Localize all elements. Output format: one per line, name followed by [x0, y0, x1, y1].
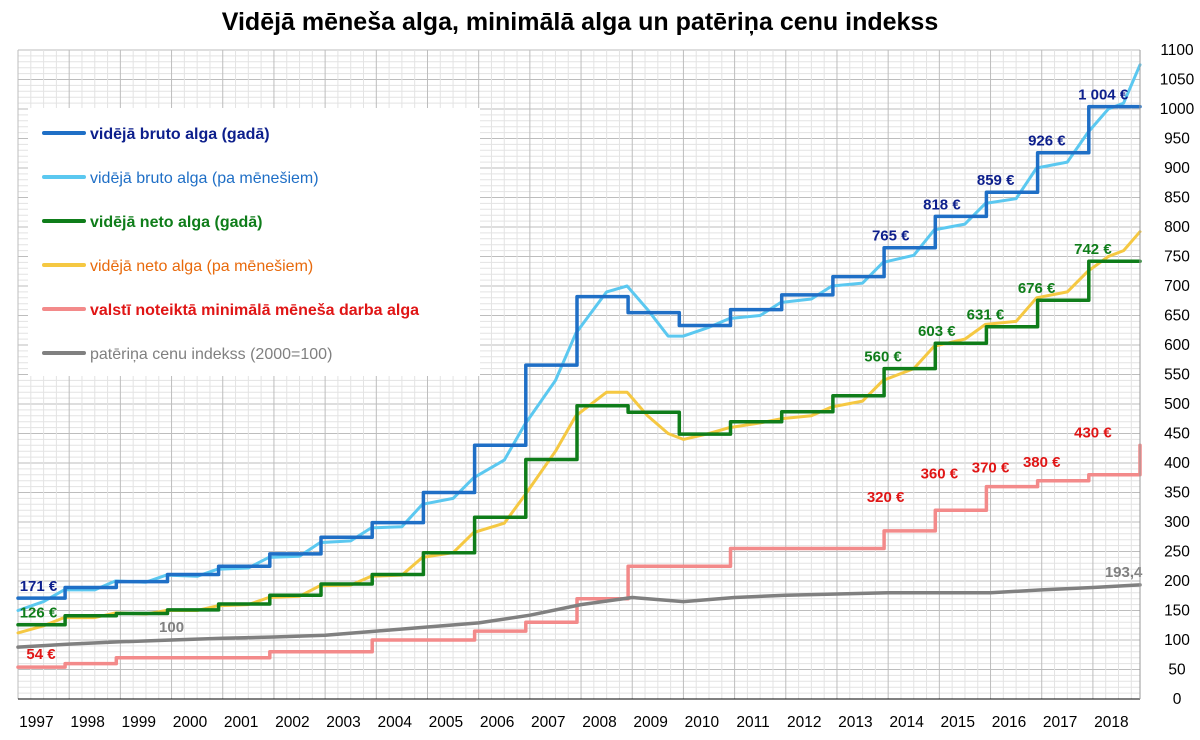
- x-tick-label: 2012: [787, 714, 821, 731]
- x-tick-label: 2002: [275, 714, 309, 731]
- y-tick-label: 950: [1164, 131, 1190, 148]
- x-tick-label: 2010: [685, 714, 720, 731]
- y-tick-label: 100: [1164, 632, 1190, 649]
- annotation-label: 742 €: [1074, 241, 1112, 258]
- annotation-label: 126 €: [20, 605, 58, 622]
- series-line: [16, 230, 1142, 635]
- y-tick-label: 850: [1164, 190, 1190, 207]
- y-tick-label: 450: [1164, 426, 1190, 443]
- annotation-label: 171 €: [20, 578, 58, 595]
- series-layer: [16, 63, 1142, 669]
- y-tick-label: 350: [1164, 485, 1190, 502]
- series-line: [16, 259, 1142, 627]
- legend-label: vidējā bruto alga (pa mēnešiem): [90, 170, 319, 187]
- legend-label: vidējā neto alga (pa mēnešiem): [90, 258, 313, 275]
- series-line: [16, 443, 1142, 669]
- x-tick-label: 2008: [582, 714, 616, 731]
- annotations: 171 € 765 € 818 € 859 € 926 € 1 004 € 126 € 560…: [20, 87, 1143, 664]
- x-tick-label: 2004: [377, 714, 412, 731]
- x-tick-label: 2007: [531, 714, 565, 731]
- annotation-label: 430 €: [1074, 424, 1112, 441]
- y-tick-label: 1050: [1160, 72, 1195, 89]
- x-tick-label: 2001: [224, 714, 258, 731]
- x-tick-label: 2005: [429, 714, 463, 731]
- x-tick-label: 2014: [889, 714, 924, 731]
- annotation-label: 765 €: [872, 228, 910, 245]
- y-tick-label: 650: [1164, 308, 1190, 325]
- annotation-label: 100: [159, 619, 184, 636]
- y-tick-label: 900: [1164, 160, 1190, 177]
- x-tick-label: 2009: [633, 714, 667, 731]
- y-tick-label: 150: [1164, 603, 1190, 620]
- annotation-label: 370 €: [972, 460, 1010, 477]
- y-tick-label: 200: [1164, 573, 1190, 590]
- annotation-label: 320 €: [867, 489, 905, 506]
- legend-label: vidējā neto alga (gadā): [90, 214, 262, 231]
- legend-label: patēriņa cenu indekss (2000=100): [90, 346, 332, 363]
- legend: vidējā bruto alga (gadā) vidējā bruto alg…: [28, 108, 480, 376]
- y-tick-label: 1000: [1160, 101, 1195, 118]
- series-line: [16, 583, 1142, 649]
- x-tick-label: 2013: [838, 714, 872, 731]
- y-tick-label: 1100: [1160, 42, 1194, 59]
- annotation-label: 859 €: [977, 172, 1015, 189]
- annotation-label: 560 €: [864, 349, 902, 366]
- x-tick-label: 2006: [480, 714, 514, 731]
- x-tick-label: 2017: [1043, 714, 1077, 731]
- y-tick-label: 700: [1164, 278, 1190, 295]
- x-tick-label: 1997: [19, 714, 53, 731]
- y-tick-label: 0: [1173, 691, 1182, 708]
- annotation-label: 818 €: [923, 196, 961, 213]
- x-tick-label: 2011: [736, 714, 769, 731]
- annotation-label: 926 €: [1028, 133, 1066, 150]
- y-tick-label: 300: [1164, 514, 1190, 531]
- y-tick-label: 800: [1164, 219, 1190, 236]
- x-tick-label: 2018: [1094, 714, 1128, 731]
- y-tick-label: 550: [1164, 367, 1190, 384]
- annotation-label: 54 €: [26, 646, 56, 663]
- axes: 0 50 100 150 200 250 300 350 400 450 500 550 600 650 7…: [18, 42, 1195, 731]
- legend-label: vidējā bruto alga (gadā): [90, 126, 270, 143]
- annotation-label: 193,4: [1105, 564, 1143, 581]
- series-line: [16, 104, 1142, 600]
- annotation-label: 360 €: [921, 466, 959, 483]
- y-tick-label: 750: [1164, 249, 1190, 266]
- x-tick-label: 1999: [122, 714, 156, 731]
- chart-title: Vidējā mēneša alga, minimālā alga un pat…: [222, 8, 939, 36]
- legend-label: valstī noteiktā minimālā mēneša darba al…: [90, 302, 419, 319]
- x-tick-label: 2015: [941, 714, 975, 731]
- annotation-label: 676 €: [1018, 280, 1056, 297]
- annotation-label: 603 €: [918, 323, 956, 340]
- annotation-label: 631 €: [967, 307, 1005, 324]
- y-tick-label: 400: [1164, 455, 1190, 472]
- y-tick-label: 500: [1164, 396, 1190, 413]
- y-tick-label: 50: [1168, 662, 1186, 679]
- x-tick-label: 2000: [173, 714, 208, 731]
- x-tick-label: 2016: [992, 714, 1026, 731]
- y-tick-label: 250: [1164, 544, 1190, 561]
- x-tick-label: 1998: [70, 714, 104, 731]
- x-tick-label: 2003: [326, 714, 360, 731]
- annotation-label: 1 004 €: [1078, 87, 1129, 104]
- annotation-label: 380 €: [1023, 454, 1061, 471]
- legend-box: [28, 108, 480, 376]
- y-tick-label: 600: [1164, 337, 1190, 354]
